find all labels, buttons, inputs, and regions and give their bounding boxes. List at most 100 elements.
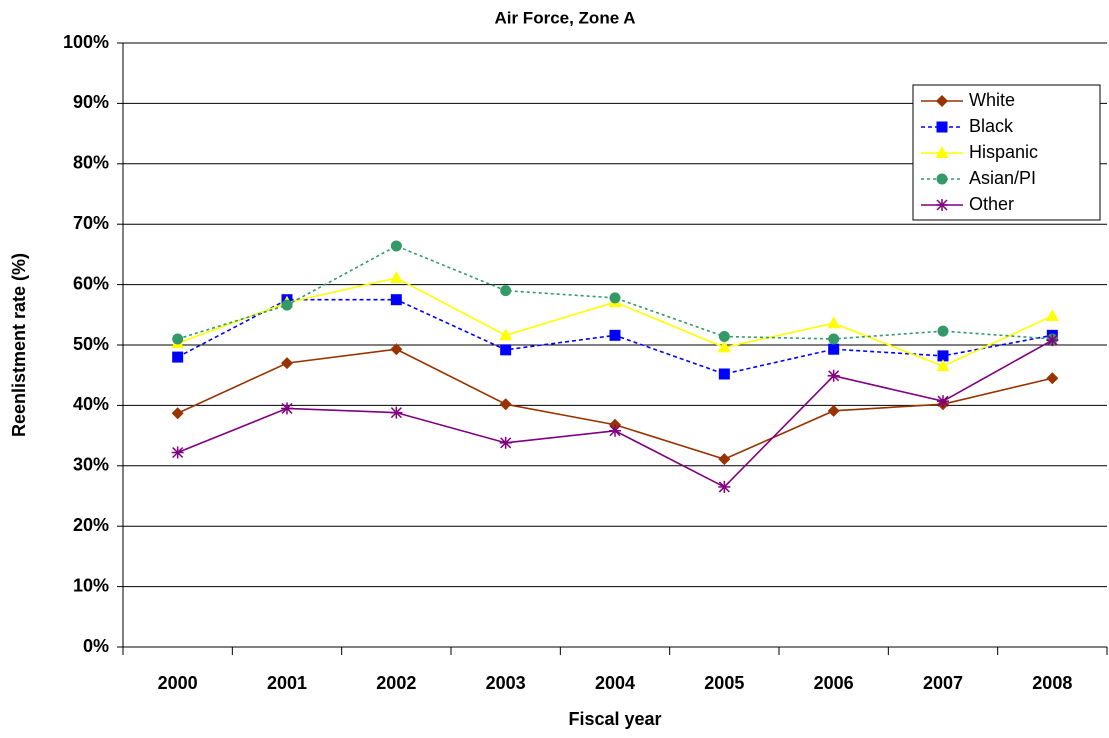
marker-shape: [1046, 334, 1058, 346]
marker: [609, 424, 621, 437]
marker-shape: [172, 446, 184, 459]
marker-shape: [390, 343, 403, 356]
marker-shape: [499, 328, 513, 341]
marker-shape: [718, 481, 730, 493]
x-tick-label: 2006: [814, 673, 854, 693]
marker: [499, 436, 512, 449]
marker-shape: [389, 270, 403, 283]
marker-shape: [500, 285, 512, 297]
y-tick-label: 20%: [73, 515, 109, 535]
marker-shape: [171, 407, 184, 420]
marker-shape: [718, 331, 730, 343]
x-tick-label: 2001: [267, 673, 307, 693]
marker: [936, 95, 948, 107]
marker: [827, 404, 840, 417]
marker: [390, 343, 403, 356]
marker-shape: [937, 395, 949, 407]
marker-shape: [936, 121, 948, 133]
x-tick-label: 2002: [376, 673, 416, 693]
marker-shape: [281, 299, 293, 311]
marker: [937, 325, 949, 337]
marker-shape: [609, 425, 621, 437]
y-tick-label: 70%: [73, 213, 109, 233]
marker: [936, 173, 948, 185]
marker: [1046, 372, 1059, 385]
y-tick-label: 40%: [73, 394, 109, 414]
marker: [171, 446, 184, 459]
y-tick-label: 10%: [73, 575, 109, 595]
y-tick-label: 80%: [73, 153, 109, 173]
marker-shape: [717, 340, 731, 353]
marker: [499, 328, 513, 341]
y-tick-label: 0%: [83, 636, 109, 656]
marker: [937, 350, 949, 362]
marker: [937, 395, 949, 408]
marker-shape: [609, 329, 621, 341]
marker: [281, 357, 293, 370]
marker-shape: [936, 199, 948, 211]
marker: [390, 406, 403, 419]
marker: [1046, 334, 1059, 347]
marker: [172, 333, 184, 345]
marker-shape: [827, 316, 841, 329]
marker: [499, 398, 512, 411]
series-line: [177, 339, 1053, 488]
marker: [717, 340, 731, 353]
legend-label: White: [969, 90, 1015, 110]
y-tick-label: 100%: [63, 32, 109, 52]
marker-shape: [937, 325, 949, 337]
marker: [500, 344, 512, 356]
marker-shape: [281, 357, 293, 370]
marker-shape: [936, 173, 948, 185]
marker: [718, 331, 730, 343]
marker: [718, 480, 731, 493]
chart-title: Air Force, Zone A: [494, 8, 635, 27]
x-tick-label: 2004: [595, 673, 635, 693]
marker-shape: [172, 333, 184, 345]
x-axis-label: Fiscal year: [568, 709, 661, 729]
y-tick-label: 60%: [73, 273, 109, 293]
x-tick-label: 2000: [158, 673, 198, 693]
marker-shape: [936, 95, 948, 107]
marker-shape: [1045, 309, 1059, 322]
marker-shape: [718, 368, 730, 380]
x-tick-label: 2007: [923, 673, 963, 693]
marker-shape: [935, 146, 949, 158]
marker-shape: [390, 407, 402, 419]
marker-shape: [1046, 372, 1059, 385]
series-line: [177, 277, 1053, 368]
marker: [718, 368, 730, 380]
marker-shape: [827, 404, 840, 417]
marker: [935, 146, 949, 158]
marker: [281, 402, 293, 415]
x-tick-label: 2008: [1032, 673, 1072, 693]
marker: [827, 369, 840, 382]
legend-label: Other: [969, 194, 1014, 214]
y-tick-label: 50%: [73, 334, 109, 354]
marker-shape: [500, 437, 512, 449]
legend-label: Black: [969, 116, 1014, 136]
marker: [171, 407, 184, 420]
marker: [389, 270, 403, 283]
marker-shape: [828, 343, 840, 355]
marker: [390, 294, 402, 306]
marker-shape: [937, 350, 949, 362]
marker-shape: [609, 292, 621, 304]
marker: [718, 453, 731, 466]
legend-label: Hispanic: [969, 142, 1038, 162]
legend-label: Asian/PI: [969, 168, 1036, 188]
marker: [172, 351, 184, 363]
series-line: [177, 348, 1053, 461]
marker-shape: [172, 351, 184, 363]
marker: [936, 121, 948, 133]
marker: [936, 359, 950, 372]
marker: [609, 292, 621, 304]
marker: [1045, 309, 1059, 322]
marker: [936, 199, 948, 211]
y-tick-label: 90%: [73, 92, 109, 112]
series-line: [177, 245, 1053, 340]
x-tick-label: 2005: [704, 673, 744, 693]
marker-shape: [828, 333, 840, 345]
marker: [828, 333, 840, 345]
